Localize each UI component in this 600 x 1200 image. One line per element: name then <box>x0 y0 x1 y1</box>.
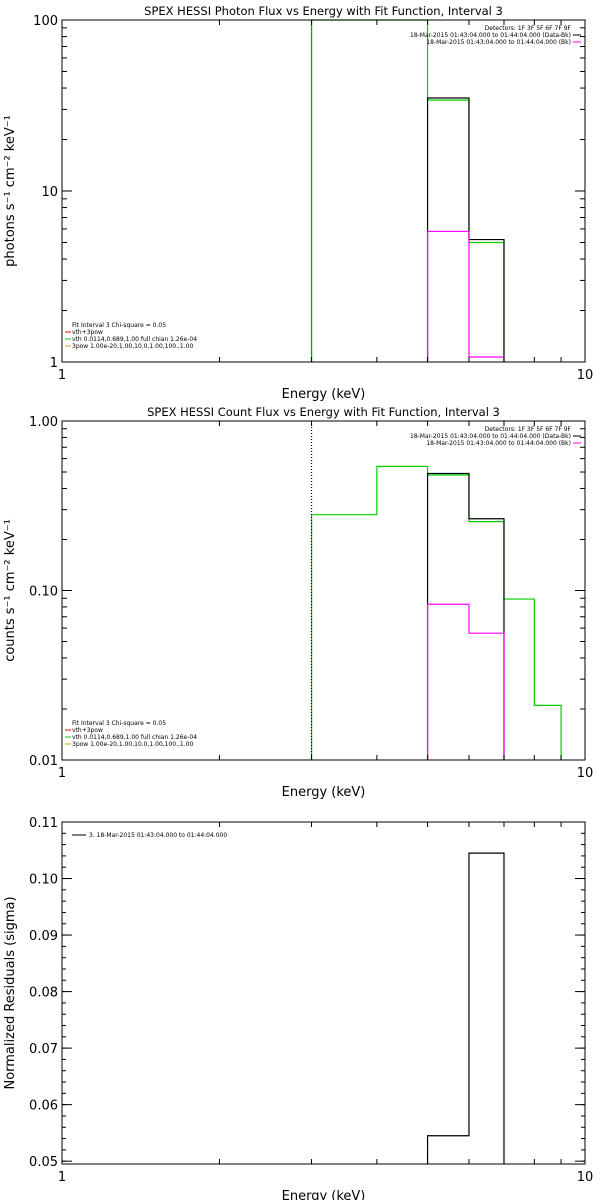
legend-entry: 18-Mar-2015 01:43:04.000 to 01:44:04.000… <box>410 433 571 440</box>
series-data-line <box>426 230 505 362</box>
y-tick-label: 0.05 <box>29 1155 58 1170</box>
y-tick-label: 0.06 <box>29 1099 58 1114</box>
x-tick-label: 10 <box>577 368 594 383</box>
legend-entry: 18-Mar-2015 01:43:04.000 to 01:44:04.000… <box>426 440 571 447</box>
series-total-line <box>426 97 505 362</box>
y-tick-label: 0.01 <box>29 754 58 769</box>
y-tick-label: 1.00 <box>29 415 58 430</box>
x-tick-label: 1 <box>58 368 66 383</box>
legend-entry: vth+3pow <box>72 329 103 336</box>
y-axis-label: photons s⁻¹ cm⁻² keV⁻¹ <box>3 115 18 267</box>
x-axis-label: Energy (keV) <box>282 387 366 402</box>
plot-frame <box>61 420 586 761</box>
x-tick-label: 10 <box>577 766 594 781</box>
plot-frame <box>61 821 586 1165</box>
x-tick-label: 1 <box>58 1170 66 1185</box>
chart-panel-3: 1 10 0.05 0.06 0.07 0.08 0.09 0.10 0.11 Energy (k… <box>3 816 593 1200</box>
legend-entry: 18-Mar-2015 01:43:04.000 to 01:44:04.000… <box>410 32 571 39</box>
legend-entry: 3pow 1.00e-20,1.00,10.0,1.00,100.,1.00 <box>72 343 193 350</box>
legend-entry: vth 0.0114,0.689,1.00 full chian 1.26e-0… <box>72 734 197 741</box>
chart-title: SPEX HESSI Photon Flux vs Energy with Fi… <box>144 4 503 18</box>
y-tick-label: 1 <box>50 356 58 371</box>
x-axis-label: Energy (keV) <box>282 1189 366 1200</box>
series-total-line <box>426 472 505 760</box>
y-tick-label: 0.07 <box>29 1042 58 1057</box>
y-tick-label: 0.10 <box>29 585 58 600</box>
legend-entry: vth+3pow <box>72 727 103 734</box>
legend-entry: Detectors: 1F 3F 5F 6F 7F 9F <box>485 426 572 433</box>
y-tick-label: 0.09 <box>29 929 58 944</box>
legend-entry: vth 0.0114,0.689,1.00 full chian 1.26e-0… <box>72 336 197 343</box>
series-vth-line <box>310 465 562 760</box>
chart-panel-1: 1 10 1 10 100 SPEX HESSI Photon Flux vs Energ… <box>3 4 593 402</box>
x-axis-label: Energy (keV) <box>282 785 366 800</box>
y-tick-label: 0.08 <box>29 986 58 1001</box>
y-tick-label: 100 <box>33 14 58 29</box>
legend-entry: 18-Mar-2015 01:43:04.000 to 01:44:04.000… <box>426 39 571 46</box>
legend-entry: 3. 18-Mar-2015 01:43:04.000 to 01:44:04.… <box>89 832 227 839</box>
x-tick-label: 10 <box>577 1170 594 1185</box>
x-tick-label: 1 <box>58 766 66 781</box>
legend-entry: 3pow 1.00e-20,1.00,10.0,1.00,100.,1.00 <box>72 741 193 748</box>
legend-entry: Detectors: 1F 3F 5F 6F 7F 9F <box>485 25 572 32</box>
series-vth-line <box>310 19 505 362</box>
y-tick-label: 0.11 <box>29 816 58 831</box>
plot-frame <box>61 19 586 363</box>
y-tick-label: 0.10 <box>29 873 58 888</box>
y-axis-label: counts s⁻¹ cm⁻² keV⁻¹ <box>3 519 18 662</box>
chart-panel-2: 1 10 0.01 0.10 1.00 SPEX HESSI Count Flux vs … <box>3 405 593 800</box>
series-residuals-line <box>426 852 505 1164</box>
series-data-line <box>426 603 505 760</box>
legend-entry: Fit Interval 3 Chi-square = 0.05 <box>72 322 166 329</box>
y-tick-label: 10 <box>41 185 58 200</box>
y-axis-label: Normalized Residuals (sigma) <box>3 896 18 1089</box>
chart-title: SPEX HESSI Count Flux vs Energy with Fit… <box>147 405 500 419</box>
legend-entry: Fit Interval 3 Chi-square = 0.05 <box>72 720 166 727</box>
